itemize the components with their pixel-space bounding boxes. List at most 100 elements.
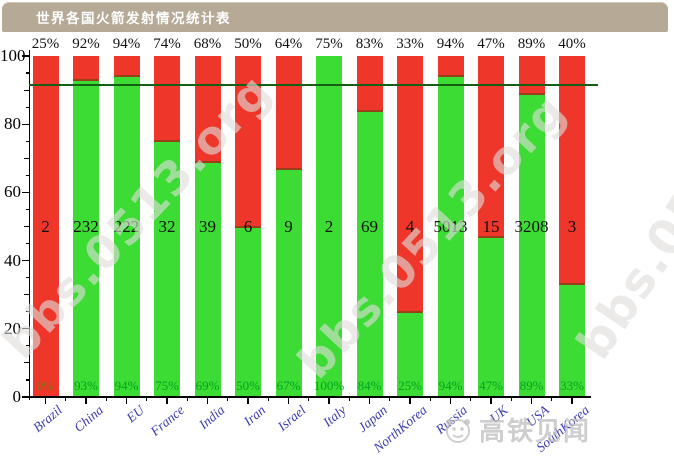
x-axis-country-label: Israel	[274, 402, 309, 434]
x-axis-country-label: Brazil	[30, 402, 66, 435]
x-axis-tick	[571, 397, 573, 404]
x-axis-minor-tick	[267, 397, 269, 401]
x-axis-country-label: Russia	[433, 402, 471, 437]
bar-segment-red	[518, 56, 545, 94]
x-axis-country-label: France	[147, 402, 187, 439]
bar-top-percent-label: 94%	[112, 36, 141, 52]
bar-segment-red	[356, 56, 383, 111]
bar-segment-green	[73, 79, 99, 397]
x-axis-country-label: Italy	[320, 402, 349, 430]
bar-bottom-percent-label: 84%	[357, 378, 382, 393]
y-axis-tick-label: 20	[4, 318, 21, 338]
x-axis-tick	[490, 397, 492, 404]
bar-segment-green	[559, 284, 585, 397]
x-axis-minor-tick	[105, 397, 107, 401]
y-axis-tick	[21, 328, 30, 330]
x-axis-minor-tick	[308, 397, 310, 401]
bar-segment-green	[235, 226, 261, 397]
x-axis-country-label: India	[196, 402, 228, 433]
bar-bottom-percent-label: 50%	[236, 378, 260, 393]
bar-segment-green	[437, 76, 464, 397]
bar-segment-divider	[559, 283, 585, 286]
bar-segment-divider	[518, 92, 545, 95]
bar-segment-green	[194, 161, 221, 397]
title-bar: 世界各国火箭发射情况统计表	[2, 2, 668, 32]
bar-top-percent-label: 40%	[558, 36, 586, 52]
bar-launch-count-label: 9	[284, 216, 293, 236]
bar-segment-divider	[73, 78, 99, 81]
x-axis-minor-tick	[186, 397, 188, 401]
bar-segment-green	[356, 110, 383, 397]
bar-segment-divider	[437, 75, 464, 78]
bar-launch-count-label: 39	[199, 216, 216, 236]
y-axis-tick	[21, 396, 30, 398]
bar-top-percent-label: 33%	[396, 36, 424, 52]
bar-segment-green	[154, 141, 180, 397]
bar-segment-green	[397, 311, 423, 397]
y-axis-tick	[21, 260, 30, 262]
bar-launch-count-label: 2	[324, 216, 334, 236]
y-axis-tick	[23, 89, 30, 91]
x-axis-minor-tick	[470, 397, 472, 401]
bar-launch-count-label: 6	[243, 216, 253, 236]
bar-launch-count-label: 4	[405, 216, 415, 236]
bar-segment-green	[518, 93, 545, 397]
bar-launch-count-label: 69	[361, 216, 378, 236]
y-axis-tick-label: 100	[0, 46, 26, 65]
x-axis-tick	[328, 397, 330, 404]
bar-segment-green	[275, 168, 302, 397]
bar-bottom-percent-label: 94%	[438, 378, 463, 393]
bar-bottom-percent-label: 93%	[74, 378, 98, 393]
x-axis-minor-tick	[389, 397, 391, 401]
bar-bottom-percent-label: 69%	[195, 378, 220, 393]
bar-segment-green	[478, 236, 504, 397]
x-axis-tick	[166, 397, 168, 404]
bar-bottom-percent-label: 0%	[36, 378, 55, 393]
x-axis-country-label: Japan	[354, 402, 390, 435]
bar-segment-divider	[154, 140, 180, 143]
bar-segment-red	[32, 56, 59, 397]
y-axis-tick	[25, 242, 30, 245]
bar-launch-count-label: 15	[482, 216, 500, 236]
bar-top-percent-label: 68%	[193, 36, 222, 52]
x-axis-minor-tick	[227, 397, 229, 401]
bar-top-percent-label: 74%	[153, 36, 181, 52]
bar-bottom-percent-label: 89%	[519, 378, 544, 393]
x-axis-country-label: UK	[486, 402, 511, 426]
y-axis-tick	[25, 345, 30, 347]
bar-launch-count-label: 232	[73, 216, 99, 236]
page-title: 世界各国火箭发射情况统计表	[36, 11, 231, 26]
bar-segment-divider	[275, 167, 302, 170]
bar-segment-divider	[397, 310, 423, 313]
bar-top-percent-label: 89%	[517, 36, 546, 52]
bar-top-percent-label: 92%	[72, 36, 100, 52]
bar-launch-count-label: 3208	[514, 216, 549, 236]
x-axis-minor-tick	[146, 397, 148, 401]
y-axis-tick	[25, 140, 30, 142]
bar-bottom-percent-label: 100%	[313, 378, 345, 393]
bar-top-percent-label: 75%	[315, 36, 343, 52]
x-axis-minor-tick	[429, 397, 431, 401]
bar-segment-green	[316, 56, 342, 397]
y-axis-tick	[25, 277, 30, 279]
bar-bottom-percent-label: 67%	[276, 378, 301, 393]
bar-top-percent-label: 47%	[477, 36, 505, 52]
y-axis-tick	[25, 379, 30, 381]
y-axis-tick-label: 60	[4, 182, 21, 202]
x-axis-tick	[449, 397, 452, 404]
bar-segment-divider	[478, 235, 504, 238]
y-axis-tick	[21, 123, 30, 125]
y-axis-tick-label: 40	[4, 250, 21, 270]
bar-segment-red	[73, 56, 99, 80]
bar-segment-red	[113, 56, 140, 77]
bar-top-percent-label: 25%	[31, 36, 60, 52]
bar-bottom-percent-label: 75%	[155, 378, 179, 393]
bar-segment-divider	[194, 160, 221, 163]
bar-segment-red	[154, 56, 180, 142]
y-axis-tick	[25, 106, 30, 108]
x-axis-country-label: USA	[522, 402, 552, 430]
x-axis-minor-tick	[348, 397, 350, 401]
x-axis-country-label: EU	[123, 402, 147, 426]
bar-top-percent-label: 83%	[355, 36, 384, 52]
